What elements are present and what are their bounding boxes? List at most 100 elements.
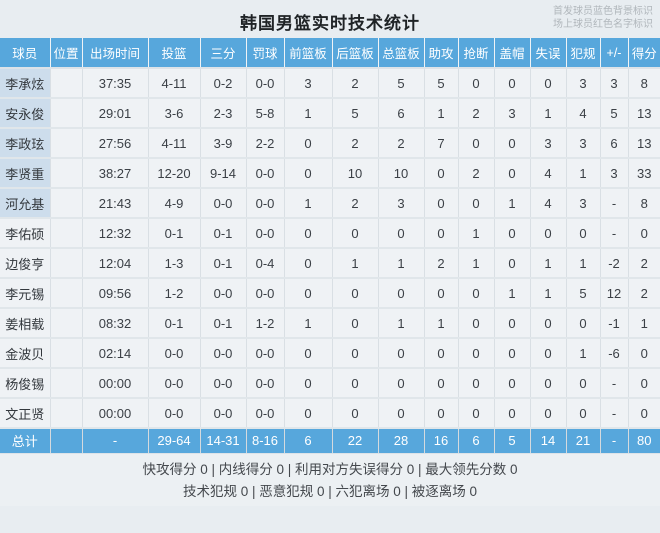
table-row: 杨俊锡 00:00 0-0 0-0 0-0 0 0 0 0 0 0 0 0-0 — [0, 368, 660, 399]
stat-cell-ft: 2-2 — [246, 128, 285, 159]
player-name-cell: 李贤重 — [0, 158, 51, 189]
col-header-plus-minus: +/- — [600, 38, 629, 69]
col-header-time: 出场时间 — [82, 38, 149, 69]
stat-cell-points: 8 — [628, 188, 660, 219]
stat-cell-ft: 0-4 — [246, 248, 285, 279]
stat-cell-total-reb: 6 — [378, 98, 425, 129]
stat-cell-turnovers: 0 — [530, 338, 567, 369]
stat-cell-points: 13 — [628, 128, 660, 159]
stat-cell-three-pt: 0-0 — [200, 188, 247, 219]
stat-cell-position — [50, 158, 83, 189]
stat-cell-blocks: 0 — [494, 308, 531, 339]
stat-cell-off-reb: 0 — [284, 368, 333, 399]
stat-cell-plus-minus: -2 — [600, 248, 629, 279]
stat-cell-assists: 5 — [424, 68, 459, 99]
title-bar: 韩国男篮实时技术统计 首发球员蓝色背景标识 场上球员红色名字标识 — [0, 0, 660, 38]
stat-cell-turnovers: 3 — [530, 128, 567, 159]
stat-cell-position — [50, 128, 83, 159]
stat-cell-steals: 0 — [458, 68, 495, 99]
stat-cell-assists: 0 — [424, 158, 459, 189]
stat-cell-total-reb: 0 — [378, 368, 425, 399]
stat-cell-three-pt: 0-1 — [200, 248, 247, 279]
stat-cell-plus-minus: 6 — [600, 128, 629, 159]
legend-starter-note: 首发球员蓝色背景标识 — [553, 6, 653, 17]
player-name-cell: 李佑硕 — [0, 218, 51, 249]
stat-cell-time: 00:00 — [82, 368, 149, 399]
stat-cell-def-reb: 0 — [332, 368, 379, 399]
stat-cell-plus-minus: 3 — [600, 68, 629, 99]
stat-cell-blocks: 0 — [494, 158, 531, 189]
stat-cell-plus-minus: 5 — [600, 98, 629, 129]
player-name-cell: 李承炫 — [0, 68, 51, 99]
stat-cell-total-reb: 0 — [378, 338, 425, 369]
stat-cell-three-pt: 0-1 — [200, 218, 247, 249]
total-stat-cell-plus-minus: - — [600, 428, 629, 454]
col-header-steals: 抢断 — [458, 38, 495, 69]
stat-cell-fg: 0-0 — [148, 338, 201, 369]
stat-cell-assists: 0 — [424, 338, 459, 369]
stat-cell-turnovers: 0 — [530, 218, 567, 249]
stat-cell-total-reb: 2 — [378, 128, 425, 159]
player-name-cell: 李元锡 — [0, 278, 51, 309]
total-stat-cell-assists: 16 — [424, 428, 459, 454]
stat-cell-three-pt: 2-3 — [200, 98, 247, 129]
stat-cell-assists: 1 — [424, 98, 459, 129]
player-name-cell: 河允基 — [0, 188, 51, 219]
table-row: 姜相载 08:32 0-1 0-1 1-2 1 0 1 1 0 0 0 0 -1 1 — [0, 308, 660, 339]
stat-cell-fouls: 0 — [566, 308, 601, 339]
col-header-total-reb: 总篮板 — [378, 38, 425, 69]
stat-cell-steals: 0 — [458, 368, 495, 399]
stat-cell-steals: 0 — [458, 338, 495, 369]
stat-cell-time: 00:00 — [82, 398, 149, 429]
stat-cell-turnovers: 1 — [530, 248, 567, 279]
stat-cell-turnovers: 4 — [530, 158, 567, 189]
stat-cell-fg: 0-0 — [148, 368, 201, 399]
stat-cell-ft: 0-0 — [246, 188, 285, 219]
total-stat-cell-time: - — [82, 428, 149, 454]
stat-cell-time: 12:04 — [82, 248, 149, 279]
stat-cell-turnovers: 0 — [530, 398, 567, 429]
stat-cell-fouls: 0 — [566, 368, 601, 399]
table-row: 李承炫 37:35 4-11 0-2 0-0 3 2 5 5 0 0 0 3 3 8 — [0, 68, 660, 99]
stat-cell-fouls: 3 — [566, 68, 601, 99]
col-header-player: 球员 — [0, 38, 51, 69]
stat-cell-steals: 0 — [458, 188, 495, 219]
col-header-fg: 投篮 — [148, 38, 201, 69]
summary-line-fouls: 技术犯规 0 | 恶意犯规 0 | 六犯离场 0 | 被逐离场 0 — [182, 483, 478, 499]
table-row: 河允基 21:43 4-9 0-0 0-0 1 2 3 0 0 1 4 3-8 — [0, 188, 660, 219]
stat-cell-position — [50, 368, 83, 399]
header-row: 球员 位置 出场时间 投篮 三分 罚球 前篮板 后篮板 总篮板 助攻 抢断 盖帽 失误 犯规 +/- 得分 — [0, 38, 660, 69]
stat-cell-def-reb: 0 — [332, 308, 379, 339]
table-row: 李元锡 09:56 1-2 0-0 0-0 0 0 0 0 0 1 1 5 12 2 — [0, 278, 660, 309]
stat-cell-points: 0 — [628, 368, 660, 399]
stat-cell-three-pt: 0-0 — [200, 398, 247, 429]
stat-cell-plus-minus: -1 — [600, 308, 629, 339]
stat-cell-def-reb: 2 — [332, 188, 379, 219]
stat-cell-def-reb: 0 — [332, 278, 379, 309]
table-row: 李政玹 27:56 4-11 3-9 2-2 0 2 2 7 0 0 3 3 6 13 — [0, 128, 660, 159]
stat-cell-blocks: 3 — [494, 98, 531, 129]
table-total-row: 总计 -29-64 14-31 8-16 6 22 28 16 6 5 14 21-80 — [0, 428, 660, 454]
stat-cell-total-reb: 0 — [378, 278, 425, 309]
stat-cell-ft: 0-0 — [246, 158, 285, 189]
table-body: 李承炫 37:35 4-11 0-2 0-0 3 2 5 5 0 0 0 3 3 8 安永俊 29:01 3-6 2… — [0, 68, 660, 429]
stat-cell-points: 33 — [628, 158, 660, 189]
stat-cell-blocks: 0 — [494, 368, 531, 399]
col-header-off-reb: 前篮板 — [284, 38, 333, 69]
col-header-points: 得分 — [628, 38, 660, 69]
stat-cell-steals: 1 — [458, 248, 495, 279]
stat-cell-fouls: 1 — [566, 248, 601, 279]
stat-cell-assists: 7 — [424, 128, 459, 159]
stat-cell-assists: 0 — [424, 398, 459, 429]
col-header-ft: 罚球 — [246, 38, 285, 69]
stat-cell-ft: 0-0 — [246, 338, 285, 369]
stat-cell-steals: 2 — [458, 158, 495, 189]
legend-oncourt-note: 场上球员红色名字标识 — [553, 19, 653, 30]
stat-cell-fg: 4-9 — [148, 188, 201, 219]
total-stat-cell-points: 80 — [628, 428, 660, 454]
stat-cell-three-pt: 0-0 — [200, 368, 247, 399]
stat-cell-total-reb: 0 — [378, 218, 425, 249]
stat-cell-plus-minus: - — [600, 398, 629, 429]
total-stat-cell-three-pt: 14-31 — [200, 428, 247, 454]
